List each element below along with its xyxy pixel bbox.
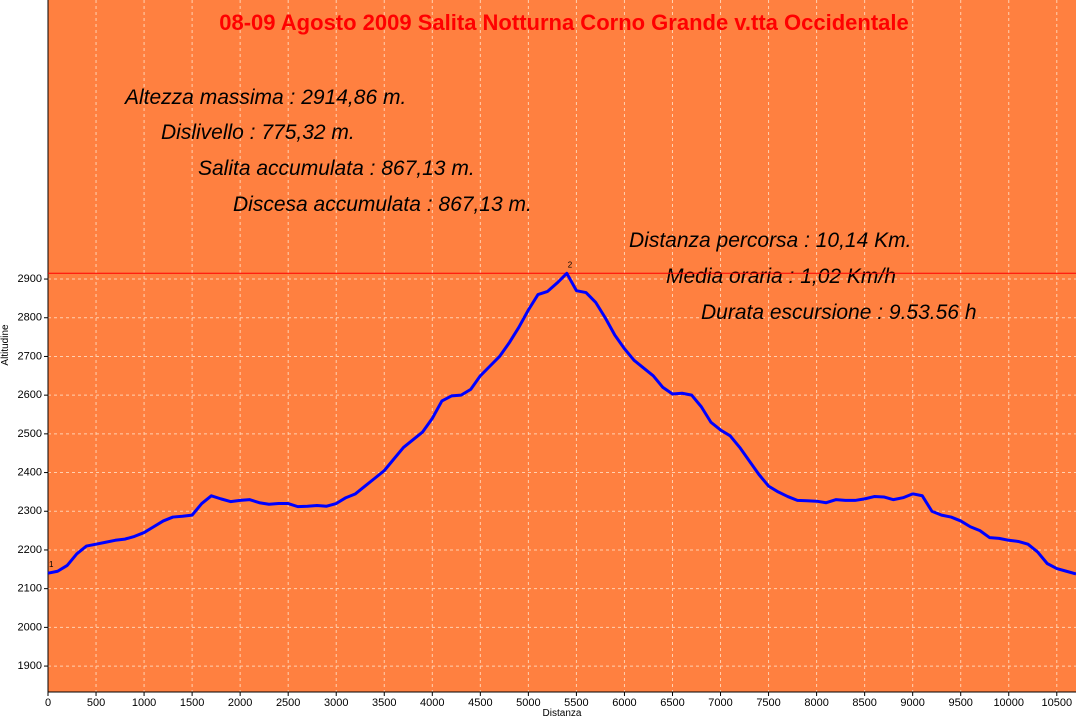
profile-line bbox=[47, 271, 1076, 576]
y-tick-label: 2300 bbox=[18, 505, 42, 517]
x-tick-label: 2500 bbox=[276, 697, 300, 709]
x-tick-label: 5000 bbox=[516, 697, 540, 709]
plot-area bbox=[48, 0, 1076, 692]
x-tick-label: 8500 bbox=[852, 697, 876, 709]
stat-text: Distanza percorsa : 10,14 Km. bbox=[629, 229, 911, 252]
x-tick-label: 3500 bbox=[372, 697, 396, 709]
x-tick-label: 7000 bbox=[708, 697, 732, 709]
stat-text: Discesa accumulata : 867,13 m. bbox=[233, 193, 532, 216]
x-tick-label: 8000 bbox=[804, 697, 828, 709]
x-tick-label: 6000 bbox=[612, 697, 636, 709]
y-tick-label: 2000 bbox=[18, 621, 42, 633]
x-tick-label: 0 bbox=[45, 697, 51, 709]
y-tick-label: 2800 bbox=[18, 312, 42, 324]
x-tick-label: 4000 bbox=[420, 697, 444, 709]
x-tick-label: 10500 bbox=[1041, 697, 1072, 709]
x-tick-label: 4500 bbox=[468, 697, 492, 709]
chart-title: 08-09 Agosto 2009 Salita Notturna Corno … bbox=[219, 10, 909, 35]
x-tick-label: 3000 bbox=[324, 697, 348, 709]
stat-text: Dislivello : 775,32 m. bbox=[161, 121, 355, 144]
point-label: 2 bbox=[568, 260, 573, 269]
x-tick-label: 9500 bbox=[948, 697, 972, 709]
y-axis-label: Altitudine bbox=[0, 324, 11, 366]
x-tick-label: 9000 bbox=[900, 697, 924, 709]
stat-text: Salita accumulata : 867,13 m. bbox=[198, 157, 475, 180]
x-tick-label: 5500 bbox=[564, 697, 588, 709]
y-tick-label: 1900 bbox=[18, 660, 42, 672]
x-tick-label: 500 bbox=[87, 697, 105, 709]
x-tick-label: 6500 bbox=[660, 697, 684, 709]
y-tick-label: 2100 bbox=[18, 583, 42, 595]
y-tick-label: 2600 bbox=[18, 389, 42, 401]
y-tick-label: 2200 bbox=[18, 544, 42, 556]
x-tick-label: 1000 bbox=[132, 697, 156, 709]
x-tick-label: 2000 bbox=[228, 697, 252, 709]
x-axis-label: Distanza bbox=[543, 708, 582, 719]
y-tick-label: 2500 bbox=[18, 428, 42, 440]
x-tick-label: 7500 bbox=[756, 697, 780, 709]
stat-text: Altezza massima : 2914,86 m. bbox=[123, 86, 406, 109]
y-tick-label: 2900 bbox=[18, 273, 42, 285]
x-tick-label: 1500 bbox=[180, 697, 204, 709]
y-tick-label: 2700 bbox=[18, 350, 42, 362]
point-label: 1 bbox=[49, 560, 54, 569]
stat-text: Media oraria : 1,02 Km/h bbox=[666, 265, 896, 288]
x-tick-label: 10000 bbox=[993, 697, 1024, 709]
stat-text: Durata escursione : 9.53.56 h bbox=[701, 301, 977, 324]
y-tick-label: 2400 bbox=[18, 466, 42, 478]
